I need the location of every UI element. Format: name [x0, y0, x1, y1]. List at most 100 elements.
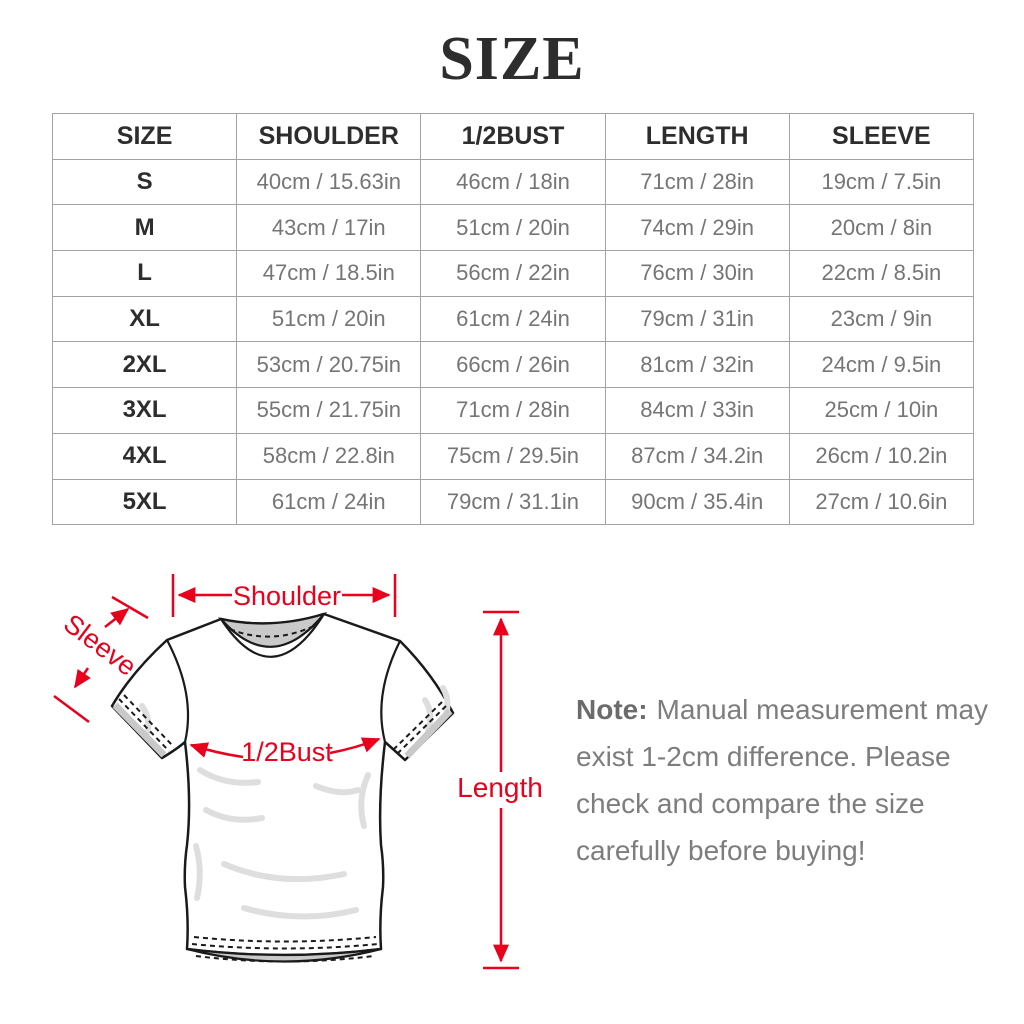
right-cuff-inner [404, 708, 453, 759]
measurement-cell: 53cm / 20.75in [236, 341, 422, 389]
measurement-cell: 61cm / 24in [236, 478, 422, 526]
size-cell: 5XL [51, 478, 238, 526]
table-row: 5XL 61cm / 24in 79cm / 31.1in 90cm / 35.4in… [51, 478, 975, 526]
measurement-cell: 90cm / 35.4in [604, 478, 790, 526]
hem-stitch [191, 943, 379, 950]
bust-arrow-right [329, 737, 381, 755]
length-annotation: Length [457, 610, 543, 970]
left-cuff-inner [112, 702, 167, 758]
table-row: 3XL 55cm / 21.75in 71cm / 28in 84cm / 33in 2… [51, 387, 975, 434]
note-line: exist 1-2cm difference. Please [576, 741, 951, 772]
wrinkle [313, 783, 361, 796]
column-header: 1/2BUST [420, 113, 606, 160]
sleeve-arrow-top [104, 608, 130, 628]
size-table: SIZE SHOULDER 1/2BUST LENGTH SLEEVE S 40cm / … [51, 113, 975, 526]
tshirt-drawing [110, 611, 455, 963]
measurement-cell: 23cm / 9in [788, 295, 975, 343]
column-header: LENGTH [604, 113, 790, 160]
size-cell: 4XL [51, 432, 238, 480]
left-sleeve-seam [166, 639, 190, 743]
measurement-cell: 75cm / 29.5in [420, 432, 606, 480]
tshirt-outline [110, 612, 455, 957]
left-cuff-stitch [123, 694, 175, 748]
measurement-cell: 22cm / 8.5in [788, 250, 975, 297]
size-cell: M [51, 204, 238, 252]
hem-inner-stitch [195, 955, 375, 963]
table-row: 2XL 53cm / 20.75in 66cm / 26in 81cm / 32in 2… [51, 341, 975, 389]
column-header: SLEEVE [788, 113, 975, 160]
measurement-cell: 25cm / 10in [788, 387, 975, 434]
measurement-cell: 26cm / 10.2in [788, 432, 975, 480]
sleeve-tick-top [111, 595, 149, 620]
measurement-cell: 24cm / 9.5in [788, 341, 975, 389]
collar-band-edge [220, 613, 325, 658]
column-header: SHOULDER [236, 113, 422, 160]
note-line: carefully before buying! [576, 835, 866, 866]
measurement-cell: 71cm / 28in [420, 387, 606, 434]
measurement-cell: 79cm / 31in [604, 295, 790, 343]
wrinkle [241, 905, 359, 920]
note-line: check and compare the size [576, 788, 925, 819]
note-label: Note: [576, 694, 648, 725]
measurement-cell: 19cm / 7.5in [788, 158, 975, 206]
measurement-annotations: Shoulder Sleeve 1/2Bust [53, 574, 543, 970]
size-table-header: SIZE SHOULDER 1/2BUST LENGTH SLEEVE [51, 113, 975, 160]
measurement-cell: 76cm / 30in [604, 250, 790, 297]
measurement-cell: 40cm / 15.63in [236, 158, 422, 206]
measurement-cell: 61cm / 24in [420, 295, 606, 343]
size-cell: XL [51, 295, 238, 343]
table-row: L 47cm / 18.5in 56cm / 22in 76cm / 30in 22cm… [51, 250, 975, 297]
size-cell: L [51, 250, 238, 297]
table-row: 4XL 58cm / 22.8in 75cm / 29.5in 87cm / 34.2… [51, 432, 975, 480]
measurement-cell: 79cm / 31.1in [420, 478, 606, 526]
measurement-cell: 66cm / 26in [420, 341, 606, 389]
tshirt-measurement-diagram: Shoulder Sleeve 1/2Bust [53, 574, 543, 970]
size-cell: S [51, 158, 238, 206]
wrinkle [221, 861, 347, 883]
wrinkle [197, 767, 261, 786]
collar-inner [217, 611, 328, 648]
measurement-cell: 55cm / 21.75in [236, 387, 422, 434]
left-cuff-stitch [118, 698, 170, 752]
shoulder-label: Shoulder [233, 581, 341, 611]
measurement-cell: 71cm / 28in [604, 158, 790, 206]
measurement-cell: 84cm / 33in [604, 387, 790, 434]
shoulder-annotation: Shoulder [171, 574, 397, 617]
measurement-cell: 20cm / 8in [788, 204, 975, 252]
right-sleeve-seam [380, 640, 401, 743]
bust-annotation: 1/2Bust [189, 737, 381, 767]
measurement-cell: 87cm / 34.2in [604, 432, 790, 480]
sleeve-tick-bottom [53, 694, 90, 724]
measurement-note: Note: Manual measurement may exist 1-2cm … [576, 686, 1016, 874]
wrinkle [203, 807, 265, 823]
measurement-cell: 56cm / 22in [420, 250, 606, 297]
measurement-cell: 51cm / 20in [236, 295, 422, 343]
table-row: S 40cm / 15.63in 46cm / 18in 71cm / 28in 19c… [51, 158, 975, 206]
bust-arrow-left [189, 742, 244, 759]
right-cuff-stitch [397, 705, 447, 754]
sleeve-arrow-bottom [73, 667, 91, 689]
table-row: M 43cm / 17in 51cm / 20in 74cm / 29in 20cm /… [51, 204, 975, 252]
measurement-cell: 81cm / 32in [604, 341, 790, 389]
wrinkle [358, 772, 371, 829]
measurement-cell: 46cm / 18in [420, 158, 606, 206]
sleeve-label: Sleeve [58, 608, 142, 682]
bust-label: 1/2Bust [241, 737, 333, 767]
measurement-cell: 51cm / 20in [420, 204, 606, 252]
size-table-body: S 40cm / 15.63in 46cm / 18in 71cm / 28in 19c… [51, 158, 975, 526]
note-line: Note: Manual measurement may [576, 694, 989, 725]
right-cuff-stitch [393, 701, 443, 750]
measurement-cell: 47cm / 18.5in [236, 250, 422, 297]
wrinkle [193, 843, 203, 901]
table-row: XL 51cm / 20in 61cm / 24in 79cm / 31in 23cm … [51, 295, 975, 343]
size-cell: 2XL [51, 341, 238, 389]
size-cell: 3XL [51, 387, 238, 434]
measurement-cell: 43cm / 17in [236, 204, 422, 252]
column-header: SIZE [51, 113, 238, 160]
wrinkle [422, 697, 434, 733]
measurement-cell: 74cm / 29in [604, 204, 790, 252]
measurement-cell: 27cm / 10.6in [788, 478, 975, 526]
measurement-cell: 58cm / 22.8in [236, 432, 422, 480]
page-title: SIZE [439, 25, 585, 93]
